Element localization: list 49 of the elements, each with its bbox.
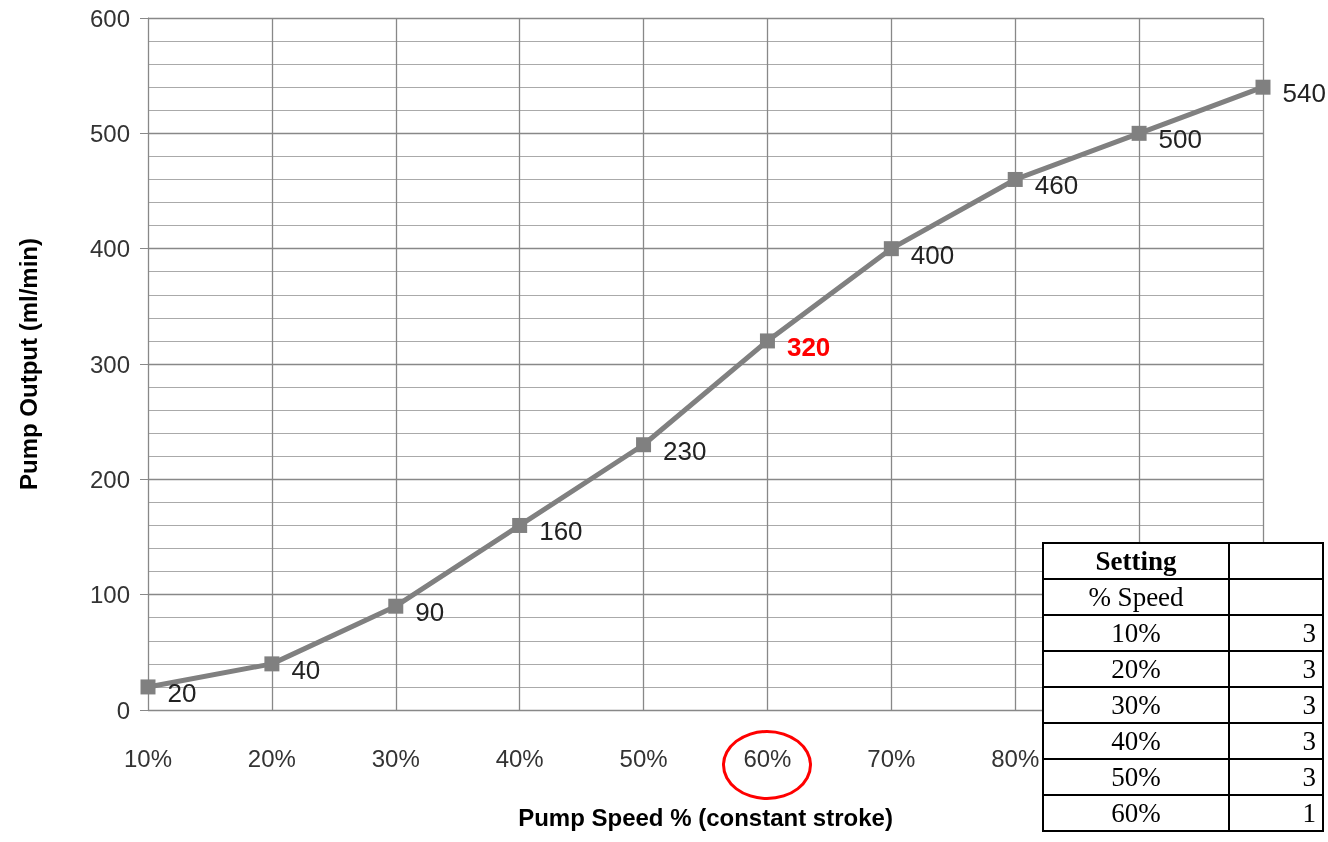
- data-label: 20: [167, 677, 197, 708]
- y-tick-label: 0: [116, 696, 130, 724]
- annotation: Setting: [1043, 543, 1229, 579]
- point: [1131, 125, 1147, 141]
- annotation: 30%: [1043, 687, 1229, 723]
- text: 3: [1229, 759, 1323, 795]
- y-tick-label: 200: [89, 465, 130, 493]
- point: [636, 437, 652, 453]
- x-tick-label: 70%: [867, 744, 916, 772]
- x-tick-label: 10%: [123, 744, 173, 772]
- annotation: 20%: [1043, 651, 1229, 687]
- x-tick-label: 40%: [495, 744, 544, 772]
- y-tick-label: 300: [89, 350, 130, 378]
- y-axis-title: Pump Output (ml/min): [14, 238, 42, 490]
- annotation: % Speed: [1043, 579, 1229, 615]
- data-label: 460: [1034, 170, 1079, 201]
- point: [140, 679, 156, 695]
- point: [1007, 171, 1023, 187]
- text: 3: [1229, 723, 1323, 759]
- text: 3: [1229, 687, 1323, 723]
- point: [1255, 79, 1271, 95]
- x-tick-label: 20%: [247, 744, 296, 772]
- annotation: 10%: [1043, 615, 1229, 651]
- point: [883, 241, 899, 257]
- point: [264, 656, 280, 672]
- x-tick-label: 60%: [743, 744, 792, 772]
- y-tick-label: 500: [89, 119, 130, 147]
- data-label: 500: [1158, 124, 1202, 155]
- annotation: 320: [786, 331, 831, 362]
- text: 60%: [1043, 795, 1229, 831]
- data-label: 160: [539, 516, 583, 547]
- text: 3: [1229, 615, 1323, 651]
- point: [512, 517, 528, 533]
- data-label: 540: [1282, 78, 1326, 109]
- text: 3: [1229, 651, 1323, 687]
- data-label: 40: [291, 654, 321, 685]
- x-tick-label: 30%: [371, 744, 420, 772]
- x-tick-label: 80%: [991, 744, 1040, 772]
- x-axis-title: Pump Speed % (constant stroke): [518, 803, 893, 831]
- text: 1: [1229, 795, 1323, 831]
- x-tick-label: 50%: [619, 744, 668, 772]
- point: [388, 598, 404, 614]
- data-label: 230: [663, 435, 707, 466]
- point: [759, 333, 775, 349]
- y-tick-label: 400: [89, 235, 130, 263]
- data-label: 90: [415, 597, 445, 628]
- y-tick-label: 100: [89, 581, 130, 609]
- y-tick-label: 600: [89, 4, 130, 32]
- data-label: 400: [910, 239, 955, 270]
